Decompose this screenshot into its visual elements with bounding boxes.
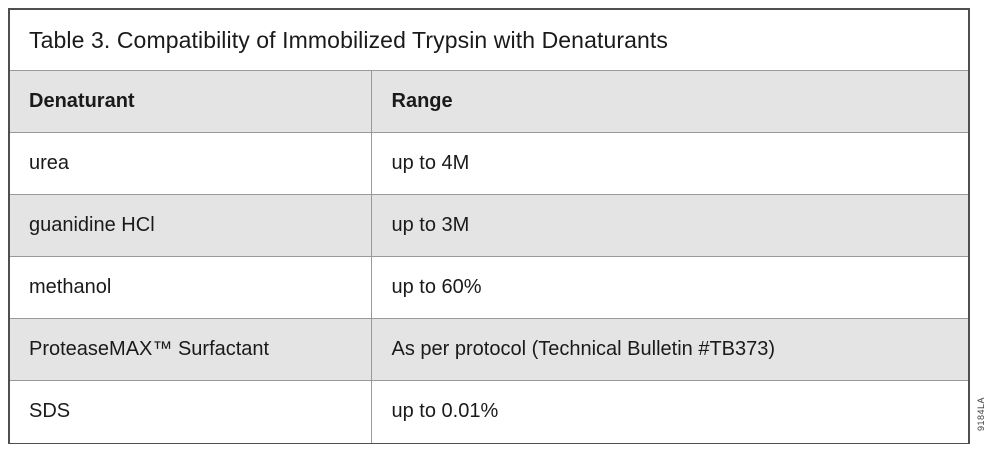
table-frame: Table 3. Compatibility of Immobilized Tr…	[8, 8, 970, 444]
table-row: methanol up to 60%	[10, 256, 968, 319]
column-header-denaturant: Denaturant	[10, 70, 372, 133]
table-row: SDS up to 0.01%	[10, 380, 968, 443]
table-row: ProteaseMAX™ Surfactant As per protocol …	[10, 318, 968, 381]
cell-range: up to 0.01%	[371, 380, 968, 443]
cell-denaturant: urea	[10, 132, 372, 195]
column-header-range: Range	[371, 70, 968, 133]
table-row: guanidine HCl up to 3M	[10, 194, 968, 257]
table-row: urea up to 4M	[10, 132, 968, 195]
cell-denaturant: ProteaseMAX™ Surfactant	[10, 318, 372, 381]
header-row: Denaturant Range	[10, 70, 968, 133]
cell-range: up to 60%	[371, 256, 968, 319]
table-title: Table 3. Compatibility of Immobilized Tr…	[10, 10, 968, 70]
compatibility-table: Denaturant Range urea up to 4M guanidine…	[10, 70, 968, 443]
cell-range: up to 3M	[371, 194, 968, 257]
cell-range: As per protocol (Technical Bulletin #TB3…	[371, 318, 968, 381]
cell-denaturant: SDS	[10, 380, 372, 443]
cell-denaturant: methanol	[10, 256, 372, 319]
cell-denaturant: guanidine HCl	[10, 194, 372, 257]
document-part-number: 9184LA	[976, 397, 986, 432]
cell-range: up to 4M	[371, 132, 968, 195]
